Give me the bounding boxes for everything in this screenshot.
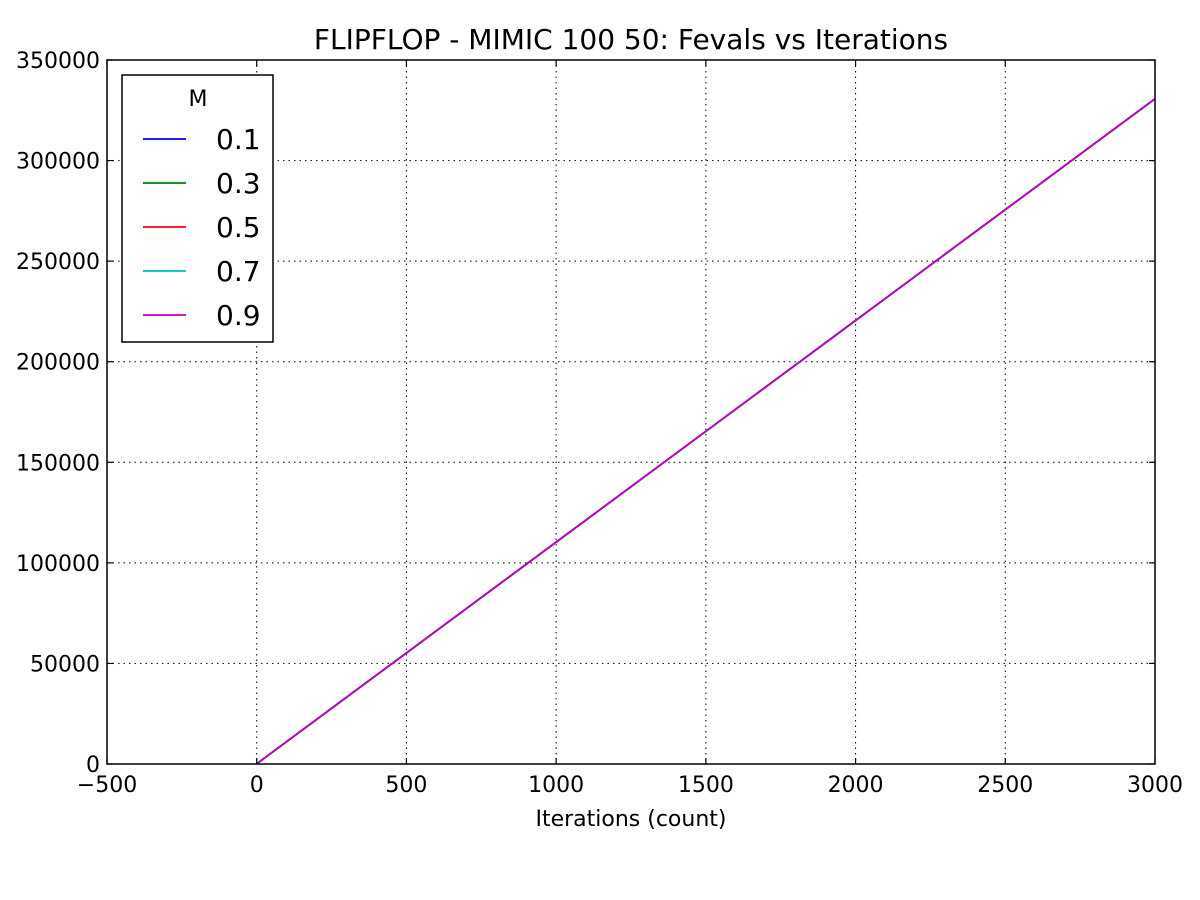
series-line-0-9: [256, 98, 1156, 765]
y-tick-label: 0: [86, 753, 100, 778]
chart-title: FLIPFLOP - MIMIC 100 50: Fevals vs Itera…: [314, 23, 948, 56]
plot-lines: [256, 98, 1156, 765]
y-tick-label: 350000: [16, 49, 100, 74]
x-tick-label: 1500: [678, 773, 734, 798]
legend-box: [121, 74, 274, 343]
x-axis-label: Iterations (count): [535, 807, 726, 832]
y-tick-label: 50000: [30, 652, 100, 677]
legend-label: 0.5: [216, 211, 261, 244]
axis-ticks: −500 0 500 1000 1500 2000 2500 3000050000100000…: [16, 49, 1183, 798]
x-tick-label: 1000: [528, 773, 584, 798]
x-tick-label: −500: [77, 773, 137, 798]
legend-items: 0.1 0.3 0.5 0.7 0.9: [143, 123, 261, 332]
grid: [107, 60, 1155, 764]
legend-label: 0.3: [216, 167, 261, 200]
x-tick-label: 2500: [977, 773, 1033, 798]
x-tick-label: 3000: [1127, 773, 1183, 798]
legend-label: 0.9: [216, 299, 261, 332]
legend-label: 0.1: [216, 123, 261, 156]
legend-title: M: [189, 87, 208, 112]
y-tick-label: 100000: [16, 552, 100, 577]
x-tick-label: 2000: [828, 773, 884, 798]
x-tick-label: 500: [385, 773, 427, 798]
y-tick-label: 250000: [16, 250, 100, 275]
x-tick-label: 0: [250, 773, 264, 798]
y-tick-label: 150000: [16, 451, 100, 476]
y-tick-label: 300000: [16, 150, 100, 175]
legend-label: 0.7: [216, 255, 261, 288]
legend: M 0.1 0.3 0.5 0.7 0.9: [121, 74, 274, 343]
y-tick-label: 200000: [16, 351, 100, 376]
plot-area-frame: [106, 59, 1156, 765]
